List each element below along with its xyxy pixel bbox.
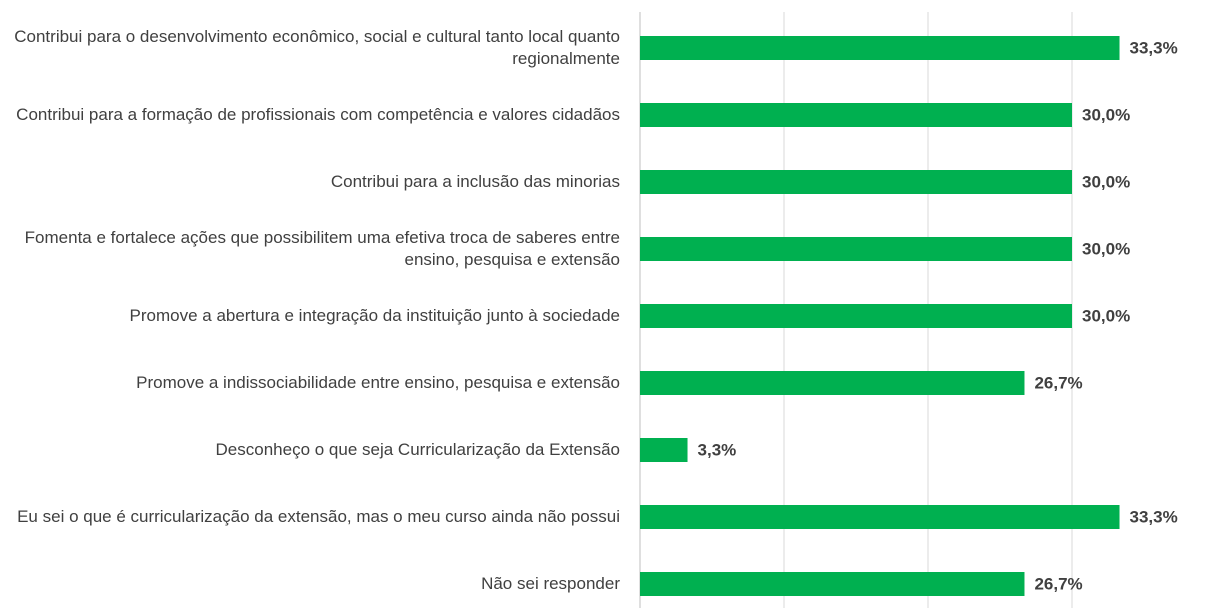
category-label: Fomenta e fortalece ações que possibilit… [24,228,620,269]
data-label: 30,0% [1082,306,1130,325]
data-label: 26,7% [1034,574,1082,593]
category-label: Eu sei o que é curricularização da exten… [17,507,620,526]
bar [640,505,1120,529]
data-label: 33,3% [1130,38,1178,57]
data-label: 30,0% [1082,105,1130,124]
category-label: Promove a indissociabilidade entre ensin… [136,373,620,392]
bar [640,371,1025,395]
bar [640,237,1072,261]
category-label: Contribui para a inclusão das minorias [330,172,620,191]
bar [640,572,1025,596]
bar [640,304,1072,328]
data-label: 30,0% [1082,239,1130,258]
data-label: 26,7% [1034,373,1082,392]
data-label: 3,3% [698,440,737,459]
data-label: 33,3% [1130,507,1178,526]
bar [640,103,1072,127]
bar [640,170,1072,194]
bar [640,438,688,462]
category-label: Não sei responder [481,574,620,593]
category-label: Contribui para o desenvolvimento econômi… [14,27,620,68]
category-label: Promove a abertura e integração da insti… [129,306,620,325]
category-label: Desconheço o que seja Curricularização d… [215,440,620,459]
bar [640,36,1120,60]
data-label: 30,0% [1082,172,1130,191]
category-label: Contribui para a formação de profissiona… [16,105,620,124]
